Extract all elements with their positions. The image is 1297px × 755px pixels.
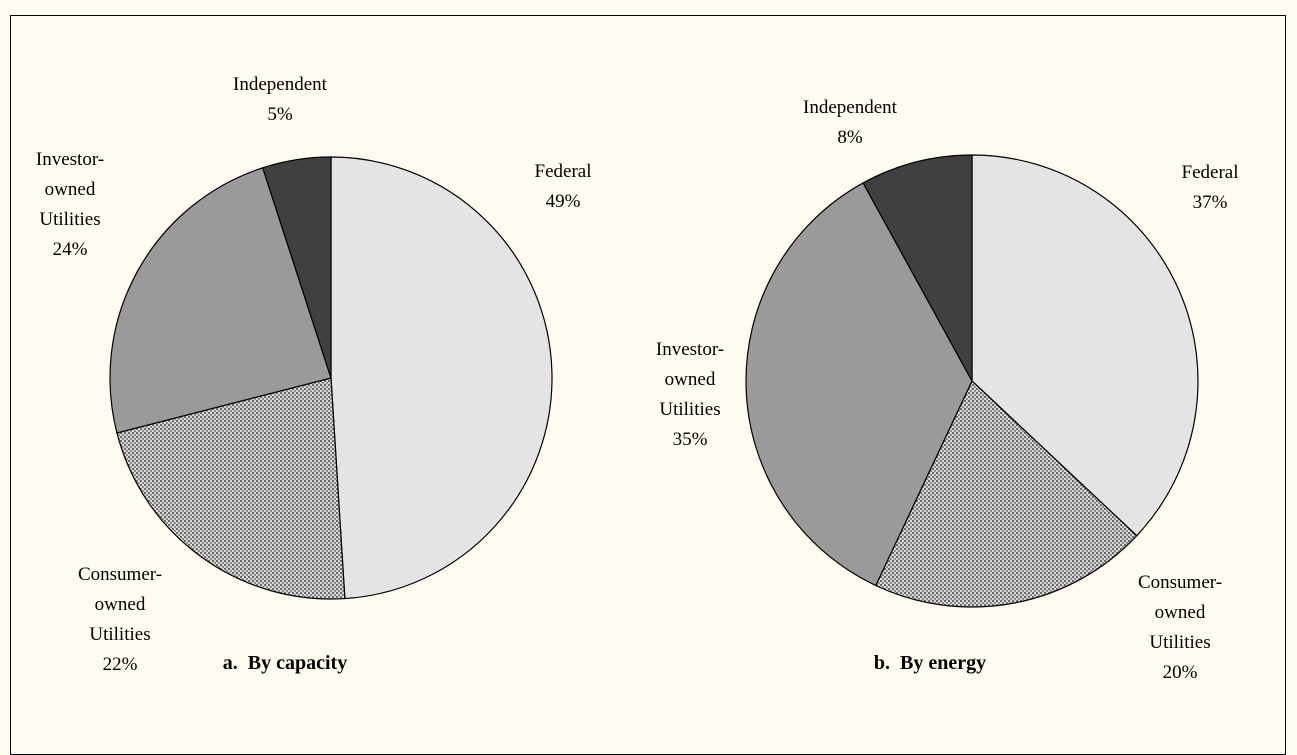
pie-slice: [874, 379, 1138, 608]
pie-slice: [971, 154, 1199, 537]
chart-title: a. By capacity: [222, 652, 348, 674]
category-label: Investor- owned Utilities: [655, 339, 725, 420]
slice-label: Investor- owned Utilities 35%: [656, 335, 724, 455]
value-label: 24%: [52, 239, 88, 260]
value-label: 5%: [267, 104, 293, 125]
value-label: 20%: [1162, 662, 1198, 683]
pie-slice: [330, 156, 553, 600]
slice-label: Independent 5%: [233, 70, 327, 130]
category-label: Federal: [534, 161, 592, 182]
pie-slice: [261, 156, 332, 379]
slice-label: Independent 8%: [803, 93, 897, 153]
value-label: 49%: [545, 191, 581, 212]
category-label: Consumer- owned Utilities: [77, 564, 163, 645]
slice-label: Consumer- owned Utilities 20%: [1138, 568, 1222, 688]
value-label: 8%: [837, 127, 863, 148]
value-label: 22%: [102, 654, 138, 675]
pie-slice: [109, 167, 332, 434]
slice-label: Consumer- owned Utilities 22%: [78, 560, 162, 680]
slice-label: Federal 37%: [1182, 158, 1239, 218]
category-label: Investor- owned Utilities: [35, 149, 105, 230]
value-label: 37%: [1192, 192, 1228, 213]
pie-slice: [745, 182, 973, 587]
category-label: Independent: [803, 97, 897, 118]
chart-title: b. By energy: [873, 652, 987, 674]
value-label: 35%: [672, 429, 708, 450]
category-label: Federal: [1181, 162, 1239, 183]
pie-slice: [862, 154, 973, 382]
category-label: Independent: [233, 74, 327, 95]
pie-slice: [116, 377, 346, 600]
category-label: Consumer- owned Utilities: [1137, 572, 1223, 653]
slice-label: Federal 49%: [535, 157, 592, 217]
slice-label: Investor- owned Utilities 24%: [36, 145, 104, 265]
